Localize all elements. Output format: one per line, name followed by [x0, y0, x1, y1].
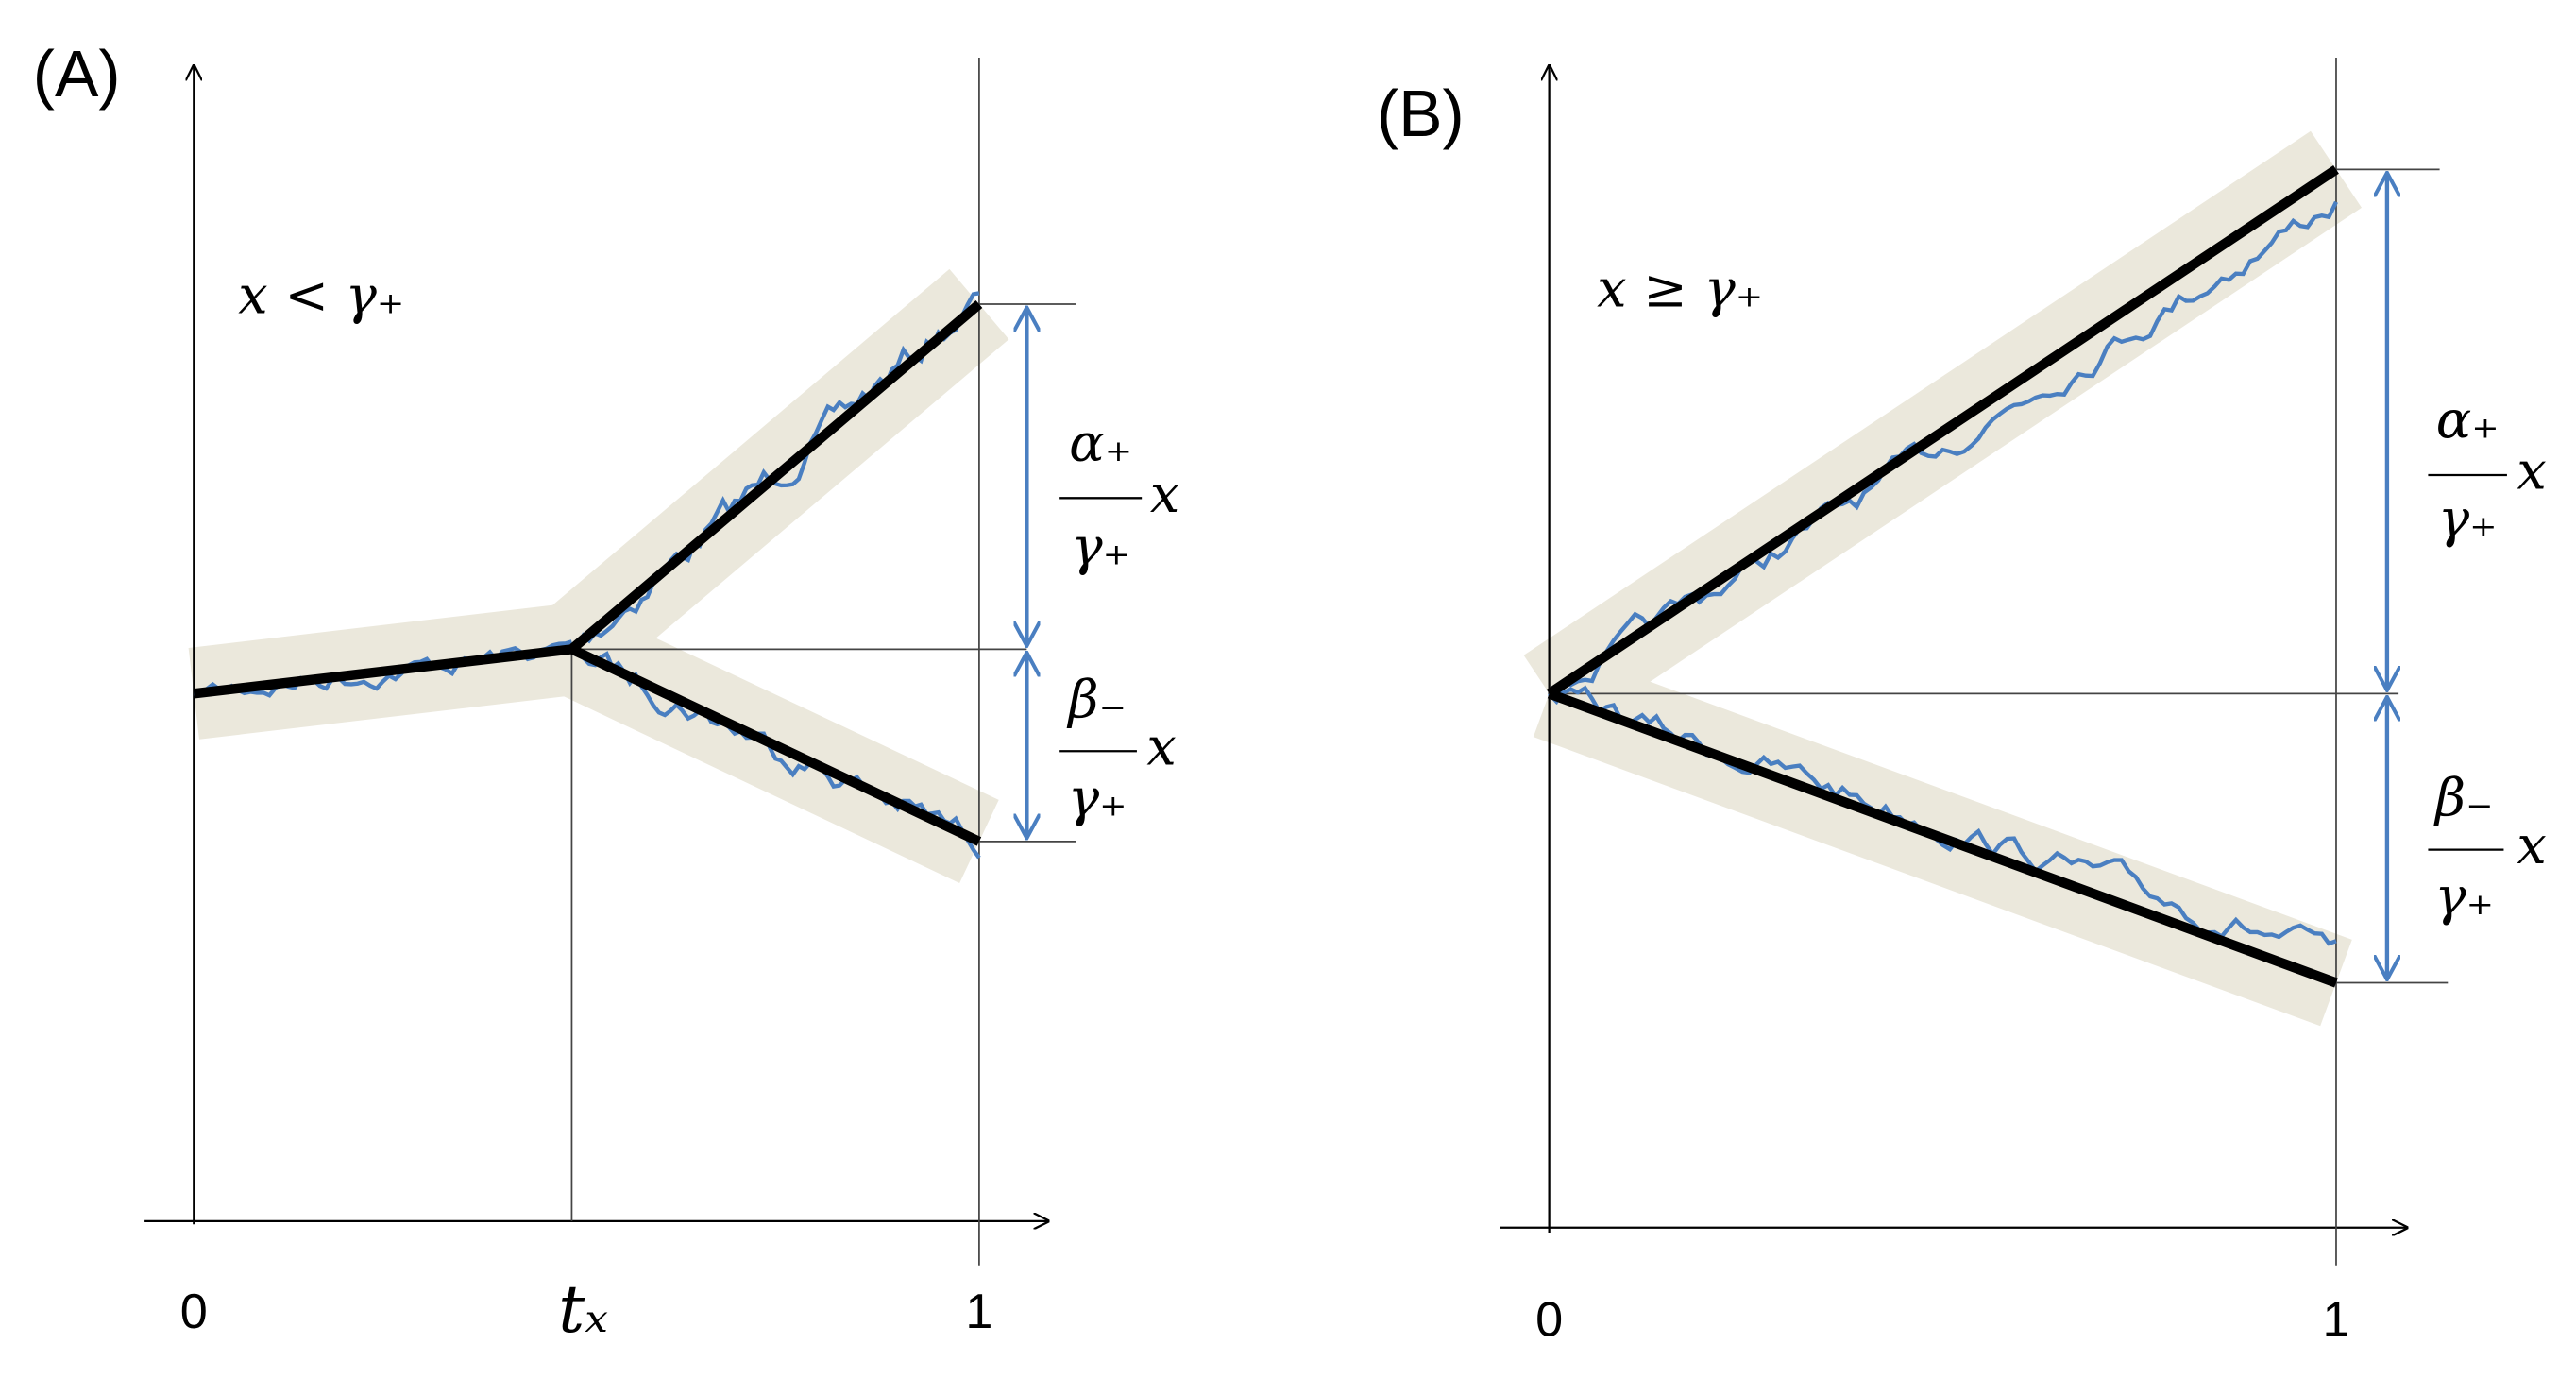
- panel-label: (B): [1377, 77, 1465, 150]
- x-tick-label: 0: [180, 1285, 208, 1339]
- factor: x: [1146, 717, 1176, 778]
- factor: x: [2517, 440, 2546, 502]
- factor: x: [2517, 815, 2546, 877]
- condition: x ≥ γ₊: [1597, 258, 1763, 319]
- sample-path: [194, 639, 573, 698]
- x-tick-label: tₓ: [558, 1271, 608, 1348]
- panel-b: (B) x ≥ γ₊ α₊ γ₊ x β₋ γ₊ x 0 1: [1377, 58, 2547, 1347]
- mean-line: [1547, 689, 2338, 988]
- mean-line: [569, 644, 982, 846]
- x-tick-label: 0: [1535, 1292, 1563, 1347]
- numerator: α₊: [2436, 390, 2500, 451]
- factor: x: [1150, 464, 1179, 525]
- numerator: β₋: [1066, 669, 1127, 730]
- denominator: γ₊: [2434, 866, 2494, 928]
- condition: x < γ₊: [238, 264, 404, 326]
- x-tick-label: 1: [2322, 1292, 2349, 1347]
- panel-label: (A): [33, 37, 121, 111]
- numerator: β₋: [2433, 768, 2494, 829]
- mean-line: [1546, 165, 2339, 698]
- x-tick-label: 1: [965, 1285, 992, 1339]
- numerator: α₊: [1069, 413, 1132, 474]
- denominator: γ₊: [1068, 768, 1127, 829]
- denominator: γ₊: [1071, 516, 1130, 577]
- panel-a: (A) x < γ₊ α₊ γ₊ x β₋ γ₊ x 0 tₓ 1: [33, 37, 1179, 1348]
- denominator: γ₊: [2438, 488, 2498, 550]
